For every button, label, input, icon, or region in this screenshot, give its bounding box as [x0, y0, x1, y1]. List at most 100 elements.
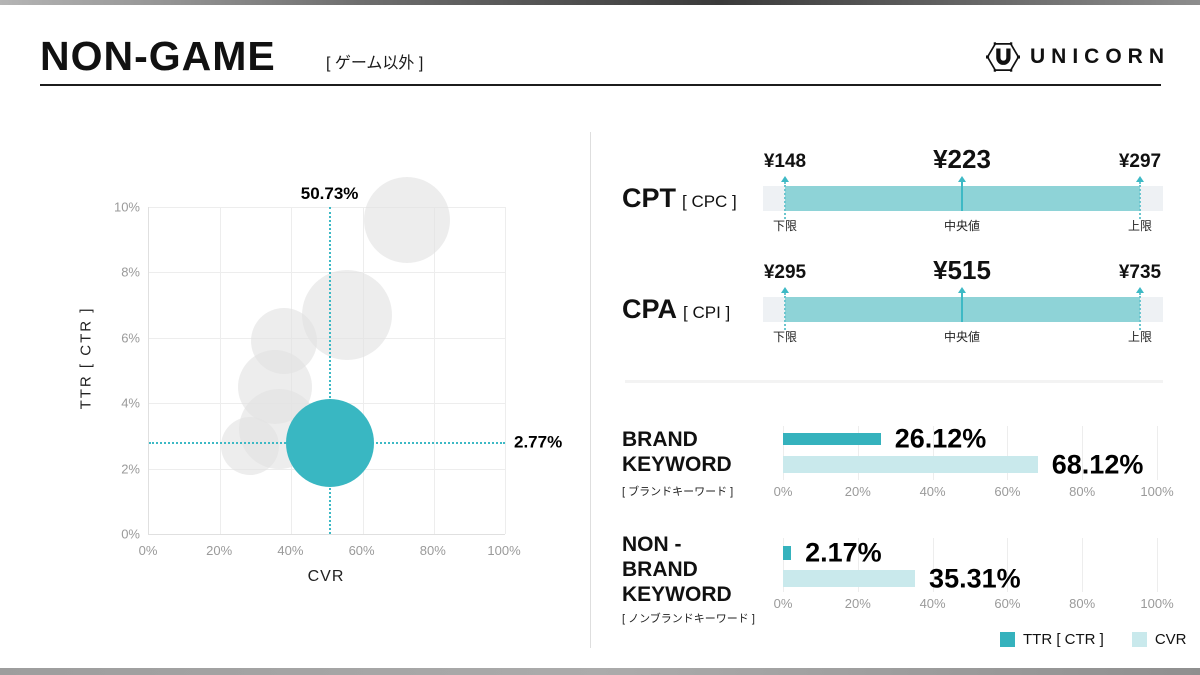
cpa-median-caption: 中央値: [943, 330, 981, 344]
gridline: [1157, 538, 1158, 592]
x-axis-title: CVR: [307, 568, 345, 585]
cpt-label: CPT [ CPC ]: [622, 183, 737, 214]
gridline: [932, 538, 934, 592]
bubble-chart-y-ticks: 0% 2% 4% 6% 8% 10%: [95, 200, 140, 542]
cvr-bar: [783, 456, 1038, 473]
x-tick-label: 40%: [277, 543, 304, 558]
min-marker-line: [784, 182, 786, 219]
nonbrand-keyword-label: NON - BRAND KEYWORD: [622, 533, 732, 606]
max-arrow-icon: [1136, 176, 1144, 182]
gridline: [362, 207, 364, 534]
x-tick-label: 60%: [348, 543, 375, 558]
data-bubble: [221, 416, 280, 475]
cpt-label-main: CPT: [622, 183, 676, 213]
bar-value-label: 35.31%: [929, 563, 1021, 593]
min-arrow-icon: [781, 287, 789, 293]
median-marker-line: [961, 180, 963, 211]
gridline: [505, 207, 506, 534]
cpa-min-caption: 下限: [772, 330, 798, 344]
gridline: [149, 272, 505, 274]
cpa-label-main: CPA: [622, 294, 678, 324]
crosshair-x-value: 50.73%: [300, 184, 359, 203]
bar-value-label: 2.17%: [805, 537, 882, 568]
legend-item-cvr: CVR: [1131, 631, 1187, 648]
cpa-range-chart: ¥295 ¥515 ¥735 下限 中央値 上限: [763, 254, 1163, 346]
legend-swatch-ttr: [1000, 632, 1015, 647]
x-tick-label: 0%: [773, 484, 793, 499]
cpt-max-value: ¥297: [1118, 151, 1162, 172]
gridline: [149, 207, 505, 208]
brand-keyword-sublabel: [ ブランドキーワード ]: [622, 486, 734, 498]
max-arrow-icon: [1136, 287, 1144, 293]
cpa-label: CPA [ CPI ]: [622, 294, 730, 325]
cpt-min-value: ¥148: [763, 151, 807, 172]
x-tick-label: 0%: [138, 543, 158, 558]
max-marker-line: [1139, 293, 1141, 330]
cpt-max-caption: 上限: [1127, 219, 1153, 233]
header-divider: [40, 84, 1161, 86]
y-tick-label: 4%: [121, 395, 140, 411]
legend: TTR [ CTR ] CVR: [1000, 631, 1187, 648]
horizontal-divider: [625, 380, 1163, 383]
min-arrow-icon: [781, 176, 789, 182]
x-tick-label: 20%: [844, 484, 871, 499]
x-tick-label: 20%: [206, 543, 233, 558]
gridline: [220, 207, 222, 534]
x-tick-label: 80%: [1069, 484, 1096, 499]
x-tick-label: 40%: [919, 596, 946, 611]
unicorn-logo-icon: [986, 42, 1020, 72]
highlight-bubble: [285, 399, 374, 488]
x-tick-label: 20%: [844, 596, 871, 611]
brand-keyword-chart: 0% 20% 40% 60% 80% 100% 26.12% 68.12%: [774, 423, 1174, 500]
gridline: [783, 538, 784, 592]
top-chrome-bar: [0, 0, 1200, 5]
gridline: [1082, 538, 1084, 592]
gridline: [1007, 426, 1009, 480]
cpt-min-caption: 下限: [772, 219, 798, 233]
bar-value-label: 68.12%: [1051, 449, 1144, 479]
min-marker-line: [784, 293, 786, 330]
median-marker-line: [961, 291, 963, 322]
x-tick-label: 60%: [994, 596, 1021, 611]
max-marker-line: [1139, 182, 1141, 219]
bar-value-label: 26.12%: [894, 423, 987, 454]
bubble-chart-x-ticks: 0% 20% 40% 60% 80% 100%: [139, 543, 521, 561]
ttr-bar: [783, 546, 792, 560]
cpt-range-chart: ¥148 ¥223 ¥297 下限 中央値 上限: [763, 143, 1163, 235]
gridline: [857, 538, 859, 592]
brand-logo: UNICORN: [986, 40, 1170, 74]
cpa-median-value: ¥515: [933, 255, 991, 285]
y-tick-label: 10%: [113, 199, 140, 215]
gridline: [783, 426, 784, 480]
nonbrand-keyword-sublabel: [ ノンブランドキーワード ]: [622, 613, 755, 625]
nonbrand-keyword-chart: 0% 20% 40% 60% 80% 100% 2.17% 35.31%: [774, 537, 1174, 612]
x-tick-label: 60%: [994, 484, 1021, 499]
crosshair-y-value: 2.77%: [514, 433, 563, 453]
x-tick-label: 80%: [419, 543, 446, 558]
ttr-bar: [783, 433, 881, 445]
gridline: [1007, 538, 1009, 592]
page-subtitle: [ ゲーム以外 ]: [326, 55, 424, 72]
y-axis-title: TTR [ CTR ]: [77, 306, 95, 410]
page-title: NON-GAME: [40, 33, 276, 79]
cvr-bar: [783, 570, 916, 587]
cpt-median-caption: 中央値: [943, 219, 981, 233]
cpt-median-value: ¥223: [933, 144, 991, 174]
gridline: [1157, 426, 1158, 480]
x-tick-label: 100%: [1140, 596, 1174, 611]
y-tick-label: 2%: [121, 461, 140, 477]
gridline: [433, 207, 435, 534]
cpa-max-caption: 上限: [1127, 330, 1153, 344]
y-tick-label: 0%: [121, 526, 140, 542]
data-bubble: [364, 177, 451, 264]
vertical-divider: [590, 132, 591, 648]
x-tick-label: 100%: [1140, 484, 1174, 499]
cpa-max-value: ¥735: [1118, 262, 1162, 283]
gridline: [857, 426, 859, 480]
brand-keyword-label: BRAND KEYWORD: [622, 428, 732, 476]
x-tick-label: 40%: [919, 484, 946, 499]
bubble-chart-plot: 50.73% 2.77%: [148, 177, 562, 535]
cpa-min-value: ¥295: [763, 262, 807, 283]
cpa-label-sub: [ CPI ]: [683, 303, 731, 322]
legend-swatch-cvr: [1131, 632, 1147, 647]
